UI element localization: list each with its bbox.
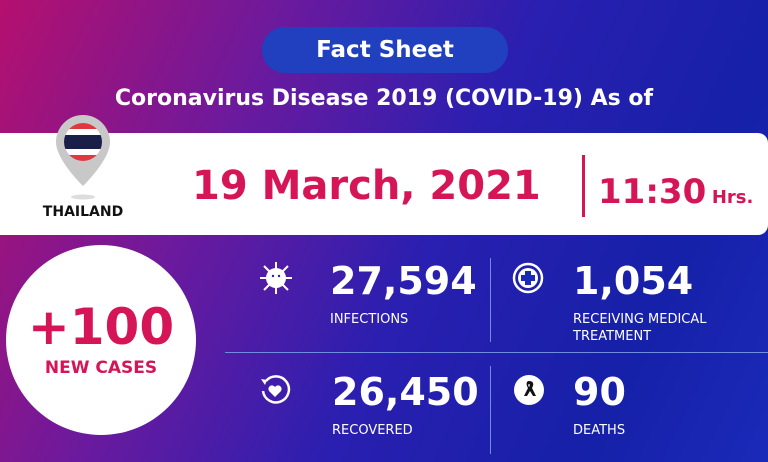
stat-label: DEATHS [573,423,626,438]
heart-recover-icon [261,375,291,404]
new-cases-label: NEW CASES [44,358,158,378]
stat-value: 1,054 [573,259,694,303]
virus-icon [260,262,292,294]
fact-sheet-title: Fact Sheet [262,27,508,73]
stat-value: 90 [573,370,626,414]
date: 19 March, 2021 [192,163,541,209]
divider [490,366,491,454]
stat-label: INFECTIONS [330,312,409,327]
mourning-ribbon-icon [514,375,544,405]
divider [490,258,491,342]
time-value: 11:30 [598,172,707,212]
stat-value: 26,450 [332,370,479,414]
stat-receiving-treatment: 1,054 RECEIVING MEDICAL TREATMENT [573,262,763,346]
divider [225,352,768,353]
stat-deaths: 90 DEATHS [573,373,626,440]
date-banner [0,133,768,235]
medical-cross-icon [512,262,544,294]
stat-label: RECEIVING MEDICAL TREATMENT [573,312,707,344]
time-unit: Hrs. [711,187,754,208]
stat-label: RECOVERED [332,423,413,438]
stat-value: 27,594 [330,259,477,303]
new-cases-value: +100 [27,298,175,356]
thailand-flag-pin-icon [56,115,110,200]
subtitle: Coronavirus Disease 2019 (COVID-19) As o… [114,86,654,111]
stat-infections: 27,594 INFECTIONS [330,262,477,329]
divider [582,155,585,217]
stat-recovered: 26,450 RECOVERED [332,373,479,440]
country-label: THAILAND [42,204,124,220]
time: 11:30 Hrs. [598,172,753,212]
new-cases-badge: +100 NEW CASES [6,245,196,435]
